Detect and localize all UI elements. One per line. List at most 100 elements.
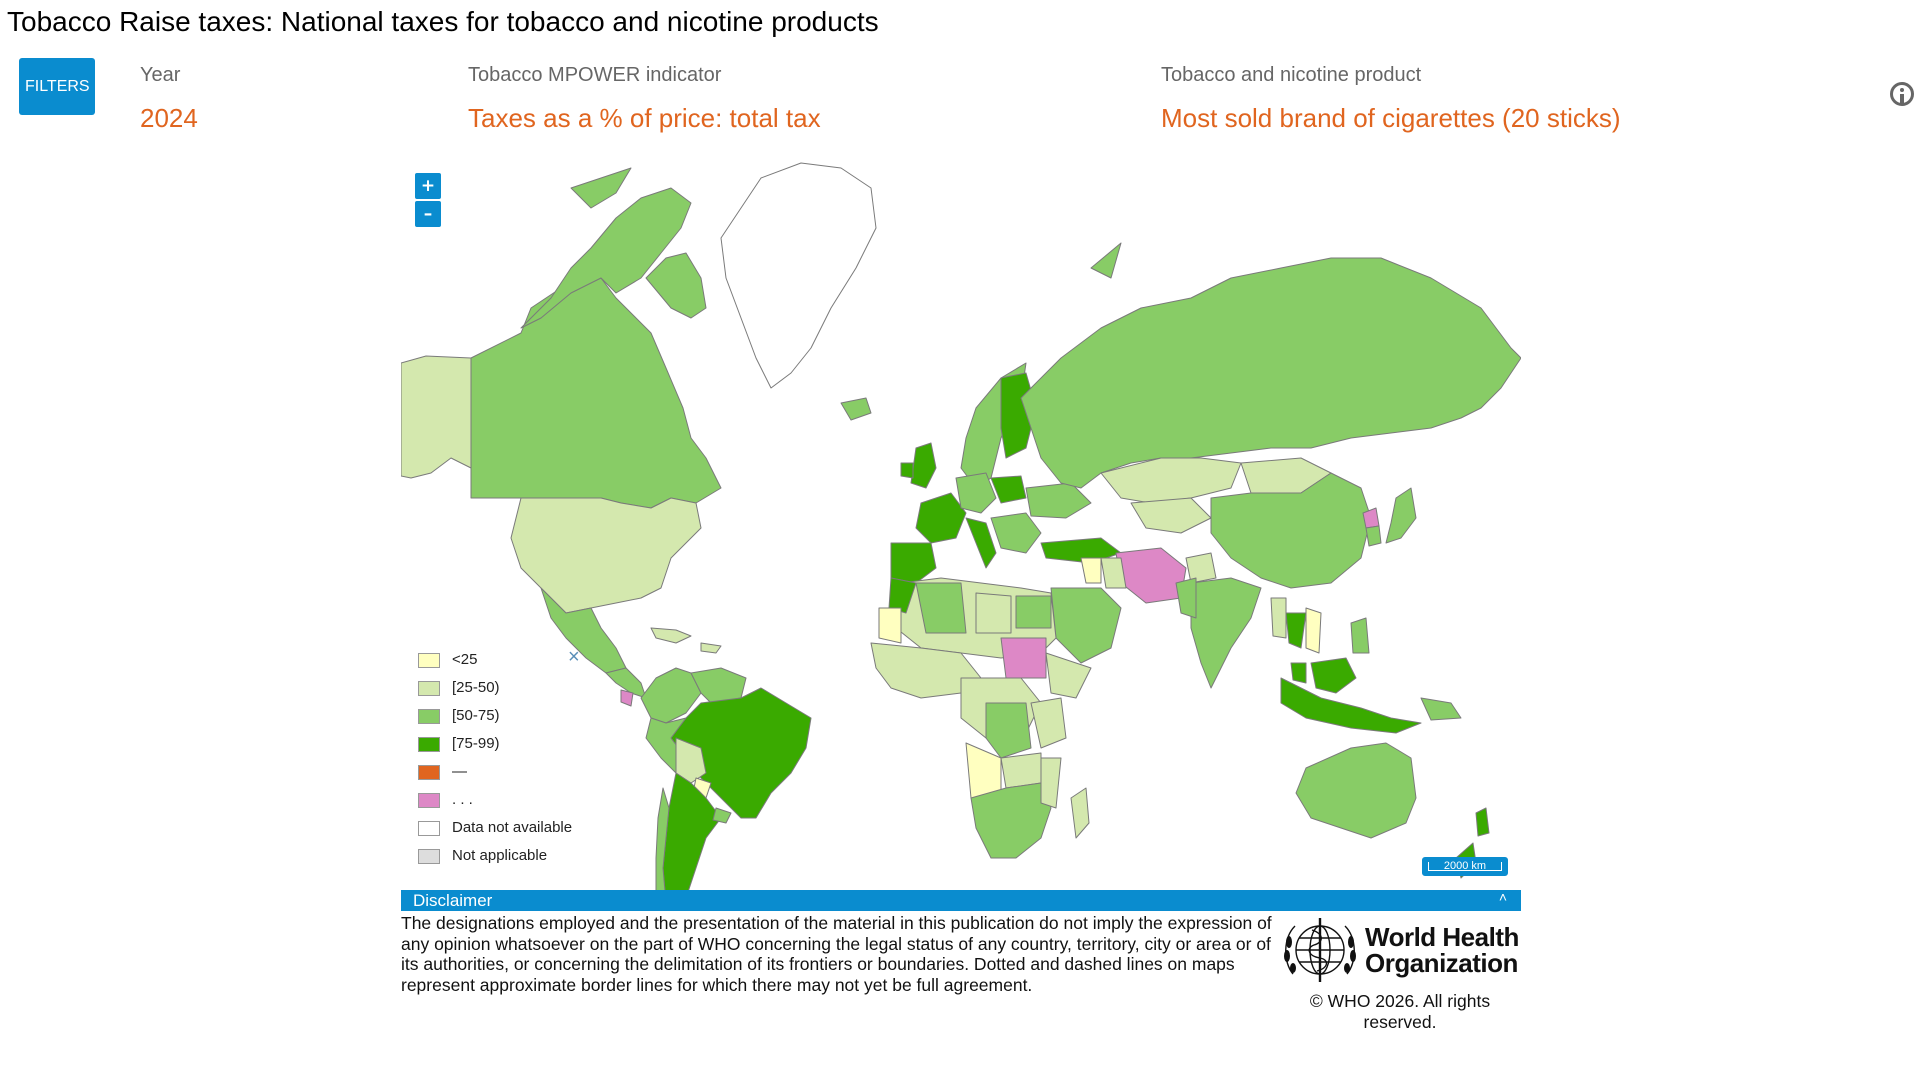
region-chile: [655, 787, 670, 890]
region-italy: [965, 517, 997, 569]
legend-item: [25-50): [418, 679, 588, 707]
region-korea-south: [1365, 525, 1382, 547]
region-southern-africa: [970, 782, 1052, 859]
region-philippines: [1350, 617, 1370, 654]
region-drc: [985, 702, 1032, 759]
zoom-in-button[interactable]: +: [415, 173, 441, 199]
region-mauritania: [878, 607, 902, 644]
year-filter-value[interactable]: 2024: [140, 103, 198, 133]
region-india: [1190, 577, 1262, 689]
legend-label: <25: [452, 651, 478, 668]
region-papua: [1420, 697, 1462, 721]
scale-bar: 2000 km: [1422, 857, 1508, 876]
region-france: [915, 492, 967, 544]
info-icon[interactable]: [1890, 82, 1914, 106]
region-afghanistan: [1185, 552, 1217, 584]
legend-label: Not applicable: [452, 847, 548, 864]
legend-label: Data not available: [452, 819, 573, 836]
legend-swatch: [418, 793, 440, 808]
copyright-text: © WHO 2026. All rights reserved.: [1309, 991, 1491, 1032]
year-filter-label: Year: [140, 64, 181, 86]
region-baffin: [645, 252, 707, 319]
region-iraq: [1100, 557, 1127, 589]
who-name-line1: World Health: [1365, 922, 1519, 952]
region-germany: [955, 472, 997, 514]
scale-bar-ruler: [1428, 862, 1502, 871]
region-saudi: [1050, 587, 1122, 664]
legend-close-icon[interactable]: ×: [568, 646, 580, 668]
region-poland: [990, 475, 1027, 504]
region-indonesia: [1280, 677, 1422, 734]
indicator-filter-value[interactable]: Taxes as a % of price: total tax: [468, 103, 821, 133]
region-balkans: [990, 512, 1042, 554]
region-uk: [910, 442, 937, 489]
region-zambia: [1000, 752, 1042, 789]
year-filter[interactable]: Year 2024: [140, 64, 198, 134]
region-libya: [975, 592, 1012, 634]
legend-label: [75-99): [452, 735, 500, 752]
region-caribbean: [650, 627, 692, 644]
region-central-asia: [1130, 497, 1212, 534]
page-title: Tobacco Raise taxes: National taxes for …: [7, 6, 879, 37]
region-new-zealand-north: [1475, 807, 1490, 837]
region-malaysia: [1290, 662, 1307, 684]
region-mozambique: [1040, 757, 1062, 809]
disclaimer-header[interactable]: Disclaimer ˄: [401, 889, 1521, 911]
region-horn: [1045, 652, 1092, 699]
legend-label: [25-50): [452, 679, 500, 696]
world-map-svg[interactable]: [401, 158, 1521, 890]
region-alaska: [401, 355, 472, 479]
region-bolivia: [675, 737, 707, 784]
who-logo: World Health Organization: [1279, 914, 1521, 986]
legend-item: [50-75): [418, 707, 588, 735]
legend-swatch: [418, 681, 440, 696]
disclaimer-text: The designations employed and the presen…: [401, 913, 1272, 995]
region-arctic-islands: [520, 187, 692, 329]
region-greenland: [720, 162, 877, 389]
region-kazakhstan: [1100, 457, 1242, 504]
product-filter-label: Tobacco and nicotine product: [1161, 64, 1422, 86]
filters-button[interactable]: FILTERS: [19, 58, 95, 115]
region-sudan: [1000, 637, 1047, 679]
zoom-out-button[interactable]: –: [415, 201, 441, 227]
region-egypt: [1015, 595, 1052, 629]
disclaimer-title: Disclaimer: [413, 891, 493, 910]
legend-label: . . .: [452, 791, 473, 808]
collapse-caret-icon[interactable]: ˄: [1498, 889, 1507, 905]
region-borneo: [1310, 657, 1357, 694]
legend-swatch: [418, 653, 440, 668]
region-morocco: [888, 577, 917, 614]
region-caribbean-2: [700, 642, 722, 654]
region-ireland: [900, 462, 914, 479]
legend-label: [50-75): [452, 707, 500, 724]
region-vietnam: [1305, 607, 1322, 654]
region-novaya-zemlya: [1090, 242, 1122, 279]
region-russia: [1020, 257, 1521, 489]
indicator-filter-label: Tobacco MPOWER indicator: [468, 64, 722, 86]
region-east-africa: [1030, 697, 1067, 749]
legend-swatch: [418, 737, 440, 752]
product-filter[interactable]: Tobacco and nicotine product Most sold b…: [1161, 64, 1621, 134]
legend-swatch: [418, 709, 440, 724]
region-algeria: [915, 582, 967, 634]
region-myanmar: [1270, 597, 1287, 639]
region-uruguay: [712, 807, 732, 824]
legend-item: . . .: [418, 791, 588, 819]
indicator-filter[interactable]: Tobacco MPOWER indicator Taxes as a % of…: [468, 64, 821, 134]
who-name: World Health Organization: [1365, 924, 1519, 976]
map-legend: <25 [25-50) [50-75) [75-99) — . . . Data not a…: [418, 651, 588, 875]
product-filter-value[interactable]: Most sold brand of cigarettes (20 sticks…: [1161, 103, 1621, 133]
region-iberia: [890, 542, 937, 584]
region-central-america-pink: [620, 689, 634, 707]
region-usa: [510, 497, 702, 614]
legend-swatch: [418, 849, 440, 864]
region-china: [1210, 472, 1372, 589]
legend-item: [75-99): [418, 735, 588, 763]
region-arctic-island-2: [570, 167, 632, 209]
legend-item: Data not available: [418, 819, 588, 847]
region-argentina: [662, 772, 722, 890]
legend-item: —: [418, 763, 588, 791]
region-iceland: [840, 397, 872, 421]
world-map[interactable]: [401, 158, 1521, 890]
legend-item: Not applicable: [418, 847, 588, 875]
